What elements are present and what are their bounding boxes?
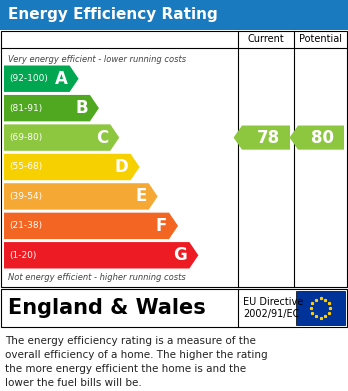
Text: D: D — [115, 158, 129, 176]
Text: C: C — [96, 129, 108, 147]
Text: (55-68): (55-68) — [9, 163, 42, 172]
Text: EU Directive: EU Directive — [243, 297, 303, 307]
Polygon shape — [4, 154, 140, 180]
Text: The energy efficiency rating is a measure of the
overall efficiency of a home. T: The energy efficiency rating is a measur… — [5, 336, 268, 388]
Polygon shape — [4, 66, 79, 92]
Bar — [296, 291, 345, 325]
Text: (1-20): (1-20) — [9, 251, 37, 260]
Text: (69-80): (69-80) — [9, 133, 42, 142]
Text: B: B — [75, 99, 88, 117]
Polygon shape — [4, 95, 99, 121]
Text: (92-100): (92-100) — [9, 74, 48, 83]
Bar — [1, 31, 347, 287]
Polygon shape — [234, 126, 290, 150]
Text: (81-91): (81-91) — [9, 104, 42, 113]
Text: F: F — [156, 217, 167, 235]
Text: (21-38): (21-38) — [9, 221, 42, 230]
Text: 2002/91/EC: 2002/91/EC — [243, 309, 299, 319]
Polygon shape — [4, 242, 198, 269]
Text: (39-54): (39-54) — [9, 192, 42, 201]
Text: Very energy efficient - lower running costs: Very energy efficient - lower running co… — [8, 54, 186, 63]
Text: Current: Current — [248, 34, 284, 44]
Bar — [0, 0, 348, 30]
Text: E: E — [135, 187, 147, 205]
Polygon shape — [4, 183, 158, 210]
Polygon shape — [4, 213, 178, 239]
Text: Not energy efficient - higher running costs: Not energy efficient - higher running co… — [8, 273, 186, 282]
Bar — [1, 289, 347, 327]
Polygon shape — [290, 126, 344, 150]
Text: G: G — [174, 246, 187, 264]
Polygon shape — [4, 124, 119, 151]
Text: Potential: Potential — [300, 34, 342, 44]
Text: Energy Efficiency Rating: Energy Efficiency Rating — [8, 7, 218, 23]
Text: A: A — [55, 70, 68, 88]
Text: 78: 78 — [256, 129, 279, 147]
Text: 80: 80 — [311, 129, 334, 147]
Text: England & Wales: England & Wales — [8, 298, 206, 318]
